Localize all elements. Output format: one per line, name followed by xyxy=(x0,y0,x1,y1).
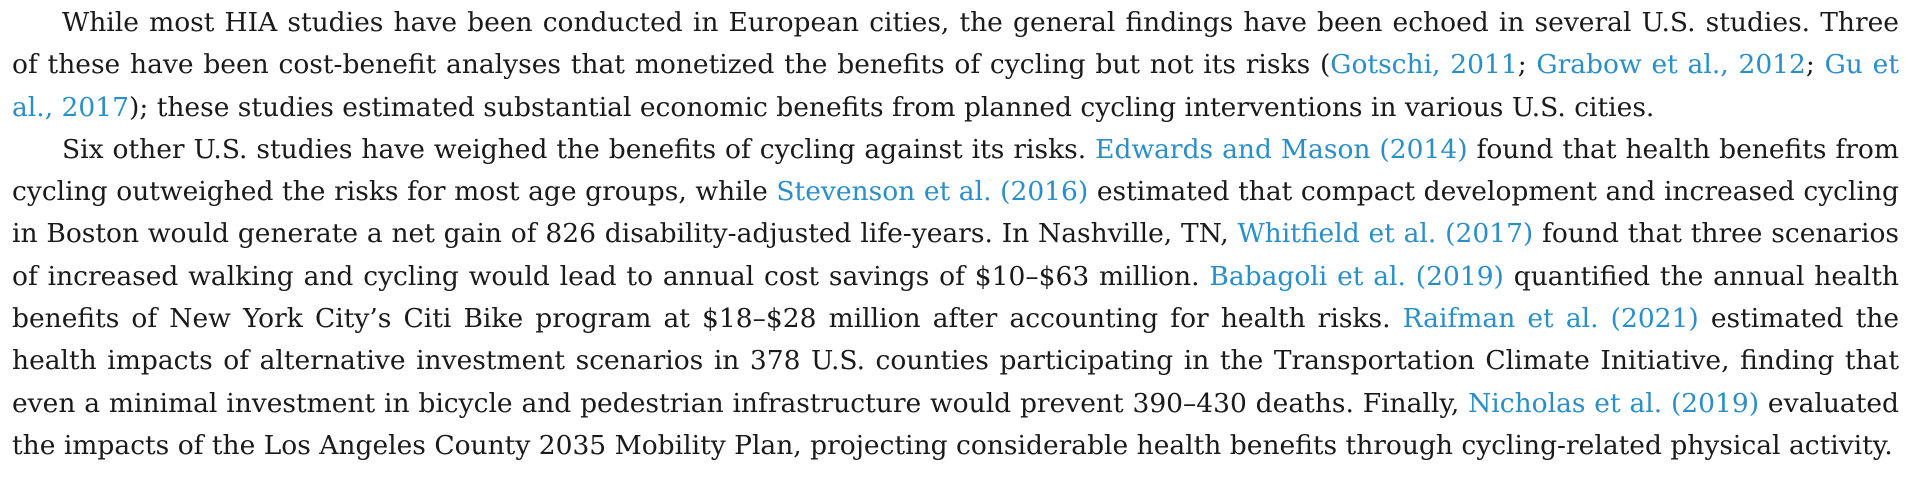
paragraph-2-text-4: found that three scenarios of increased … xyxy=(12,218,1899,292)
paragraph-1-text-2: ); these studies estimated substantial e… xyxy=(129,91,1655,123)
citation-edwards-mason-2014[interactable]: Edwards and Mason (2014) xyxy=(1095,133,1468,165)
paragraph-2-text-2: found that health benefits from cycling … xyxy=(12,133,1899,208)
paragraph-2-text-7: evaluated the impacts of the Los Angeles… xyxy=(12,387,1900,461)
citation-separator: ; xyxy=(1517,49,1537,81)
citation-babagoli-2019[interactable]: Babagoli et al. (2019) xyxy=(1209,260,1504,292)
paragraph-2-text-1: Six other U.S. studies have weighed the … xyxy=(62,133,1096,165)
citation-gu-2017[interactable]: Gu et al., 2017 xyxy=(12,49,1899,123)
citation-nicholas-2019[interactable]: Nicholas et al. (2019) xyxy=(1468,387,1760,419)
citation-stevenson-2016[interactable]: Stevenson et al. (2016) xyxy=(776,176,1089,208)
paragraph-2: Six other U.S. studies have weighed the … xyxy=(12,129,1899,467)
paragraph-2-text-5: quantified the annual health benefits of… xyxy=(12,260,1900,335)
paragraph-1-text-1: While most HIA studies have been conduct… xyxy=(12,7,1899,81)
paragraph-2-text-3: estimated that compact development and i… xyxy=(12,176,1899,250)
citation-gotschi-2011[interactable]: Gotschi, 2011 xyxy=(1330,49,1518,81)
paragraph-2-text-6: estimated the health impacts of alternat… xyxy=(12,303,1899,419)
paragraph-1: While most HIA studies have been conduct… xyxy=(12,2,1899,129)
citation-whitfield-2017[interactable]: Whitfield et al. (2017) xyxy=(1237,218,1534,250)
citation-separator: ; xyxy=(1805,49,1825,81)
citation-raifman-2021[interactable]: Raifman et al. (2021) xyxy=(1402,303,1699,335)
citation-grabow-2012[interactable]: Grabow et al., 2012 xyxy=(1536,49,1806,81)
